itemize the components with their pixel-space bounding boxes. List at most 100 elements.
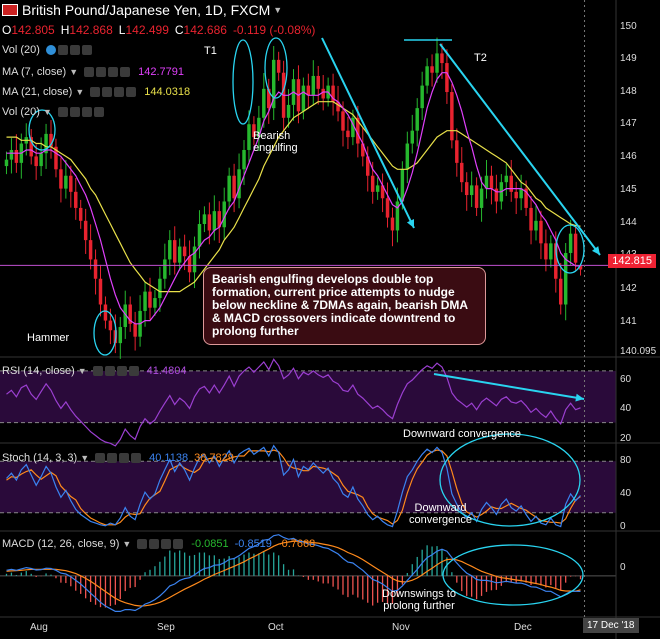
candle-body xyxy=(187,256,192,273)
candle-body xyxy=(88,240,93,260)
chevron-down-icon[interactable]: ▼ xyxy=(69,67,79,77)
settings-icon[interactable] xyxy=(107,453,118,463)
candle-body xyxy=(440,53,444,64)
indicator-ma21-row[interactable]: MA (21, close) ▼ 144.0318 xyxy=(2,86,190,98)
eye-icon[interactable] xyxy=(92,366,103,376)
candle-body xyxy=(455,140,459,163)
candle-body xyxy=(568,233,573,253)
settings-icon[interactable] xyxy=(96,67,107,77)
stoch-label: Stoch (14, 3, 3) xyxy=(2,452,78,464)
stoch-convergence-label: Downward convergence xyxy=(409,502,472,526)
close-icon[interactable] xyxy=(131,453,142,463)
candle-body xyxy=(479,188,484,208)
y-tick: 147 xyxy=(620,118,637,129)
lock-icon[interactable] xyxy=(119,453,130,463)
indicator-ma7-row[interactable]: MA (7, close) ▼ 142.7791 xyxy=(2,66,184,78)
low-value: 142.499 xyxy=(125,23,169,37)
y-tick: 149 xyxy=(620,53,637,64)
lock-icon[interactable] xyxy=(114,87,125,97)
eye-icon[interactable] xyxy=(45,45,56,55)
candle-body xyxy=(83,220,88,241)
candle-body xyxy=(262,88,266,118)
chevron-down-icon[interactable]: ▼ xyxy=(273,5,283,15)
candle-body xyxy=(108,320,113,331)
candle-body xyxy=(316,75,320,89)
chevron-down-icon[interactable]: ▼ xyxy=(122,539,132,549)
candle-body xyxy=(514,191,518,199)
settings-icon[interactable] xyxy=(69,107,80,117)
close-icon[interactable] xyxy=(93,107,104,117)
candle-body xyxy=(4,159,9,167)
y-tick: 40 xyxy=(620,403,632,414)
eye-icon[interactable] xyxy=(95,453,106,463)
open-label: O xyxy=(2,23,12,37)
candle-body xyxy=(400,169,405,202)
candle-body xyxy=(286,104,291,118)
candle-body xyxy=(385,198,390,218)
y-tick: 20 xyxy=(620,433,632,444)
highlight-ellipse xyxy=(555,224,585,274)
low-label: L xyxy=(118,23,126,37)
settings-icon[interactable] xyxy=(104,366,115,376)
candle-body xyxy=(202,214,207,225)
macd-signal-line xyxy=(6,540,581,607)
macd-panel xyxy=(0,534,660,618)
settings-icon[interactable] xyxy=(149,539,160,549)
lock-icon[interactable] xyxy=(161,539,172,549)
stoch-legend[interactable]: Stoch (14, 3, 3) ▼ 40.1138 38.7829 xyxy=(2,452,234,464)
chart-title[interactable]: British Pound/Japanese Yen, 1D, FXCM xyxy=(22,2,271,18)
rsi-legend[interactable]: RSI (14, close) ▼ 41.4804 xyxy=(2,365,186,377)
candle-body xyxy=(247,124,251,150)
bearish-engulfing-label: Bearish engulfing xyxy=(253,130,298,154)
candle-body xyxy=(168,240,172,260)
eye-icon[interactable] xyxy=(57,107,68,117)
candle-body xyxy=(435,53,439,73)
candle-body xyxy=(489,175,494,189)
macd-legend[interactable]: MACD (12, 26, close, 9) ▼ -0.0851 -0.851… xyxy=(2,538,315,550)
close-icon[interactable] xyxy=(120,67,131,77)
analysis-callout: Bearish engulfing develops double top fo… xyxy=(203,267,486,345)
lock-icon[interactable] xyxy=(116,366,127,376)
rsi-trend-arrow xyxy=(433,373,585,400)
eye-icon[interactable] xyxy=(84,67,95,77)
candle-body xyxy=(474,185,479,208)
candle-body xyxy=(242,149,246,170)
trend-arrow xyxy=(321,37,415,229)
candle-body xyxy=(464,182,469,196)
rsi-label: RSI (14, close) xyxy=(2,365,75,377)
close-icon[interactable] xyxy=(128,366,139,376)
chevron-down-icon[interactable]: ▼ xyxy=(80,453,90,463)
close-icon[interactable] xyxy=(173,539,184,549)
chevron-down-icon[interactable]: ▼ xyxy=(75,87,85,97)
chevron-down-icon[interactable]: ▼ xyxy=(77,366,87,376)
indicator-vol-row[interactable]: Vol (20) xyxy=(2,44,92,56)
macd-label: MACD (12, 26, close, 9) xyxy=(2,538,120,550)
y-tick: 0 xyxy=(620,562,626,573)
candle-body xyxy=(207,214,212,231)
close-icon[interactable] xyxy=(81,45,92,55)
candle-body xyxy=(405,143,410,170)
close-icon[interactable] xyxy=(126,87,137,97)
candle-body xyxy=(276,59,281,73)
candle-body xyxy=(395,201,400,231)
settings-icon[interactable] xyxy=(57,45,68,55)
lock-icon[interactable] xyxy=(108,67,119,77)
eye-icon[interactable] xyxy=(90,87,101,97)
candle-body xyxy=(143,291,147,311)
eye-icon[interactable] xyxy=(137,539,148,549)
y-tick: 80 xyxy=(620,455,632,466)
settings-icon[interactable] xyxy=(102,87,113,97)
high-label: H xyxy=(60,23,70,37)
candle-body xyxy=(356,117,360,144)
chevron-down-icon[interactable]: ▼ xyxy=(42,107,52,117)
candle-body xyxy=(172,240,177,263)
indicator-vol2-row[interactable]: Vol (20) ▼ xyxy=(2,106,104,118)
candle-body xyxy=(14,149,19,163)
lock-icon[interactable] xyxy=(69,45,80,55)
x-tick: Sep xyxy=(157,622,175,633)
candle-body xyxy=(380,185,385,199)
candle-body xyxy=(74,191,78,208)
lock-icon[interactable] xyxy=(81,107,92,117)
macd-downswing-label: Downswings to prolong further xyxy=(382,588,456,612)
candle-body xyxy=(148,291,152,308)
